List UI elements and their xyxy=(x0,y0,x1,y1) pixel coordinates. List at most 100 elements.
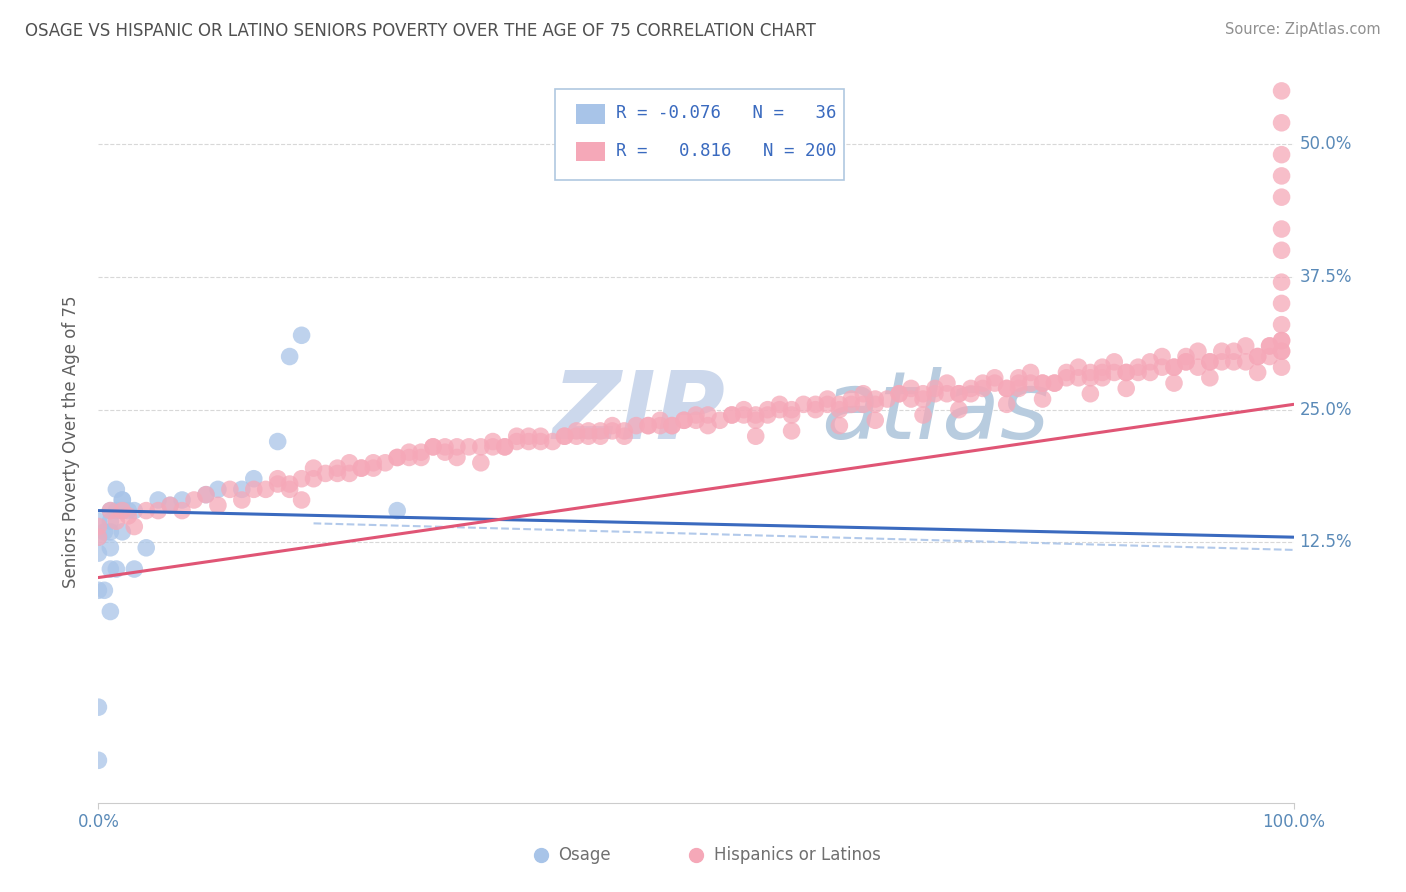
Point xyxy=(554,429,576,443)
Point xyxy=(1139,355,1161,369)
Point xyxy=(385,450,409,465)
Text: 12.5%: 12.5% xyxy=(1299,533,1353,551)
Point xyxy=(1115,366,1137,380)
Point xyxy=(745,408,768,422)
Point xyxy=(374,456,396,470)
Point xyxy=(434,440,457,454)
Point xyxy=(105,483,128,497)
Point xyxy=(1271,344,1294,359)
Point xyxy=(685,408,707,422)
Point xyxy=(363,461,385,475)
Point xyxy=(911,386,934,401)
Point xyxy=(481,434,505,449)
Point xyxy=(900,381,922,395)
Point xyxy=(1187,360,1209,375)
Point xyxy=(756,408,779,422)
Point xyxy=(111,493,134,508)
Point xyxy=(1056,371,1078,385)
Point xyxy=(398,450,420,465)
Point xyxy=(828,418,851,433)
Point xyxy=(972,376,994,390)
Point xyxy=(111,503,134,517)
Point xyxy=(1139,366,1161,380)
Point xyxy=(936,386,959,401)
Point xyxy=(780,402,803,417)
Point xyxy=(554,429,576,443)
Point xyxy=(326,467,349,481)
Point xyxy=(422,440,444,454)
Point xyxy=(1043,376,1066,390)
Point xyxy=(685,413,707,427)
Point xyxy=(768,397,790,411)
Point xyxy=(219,483,242,497)
Point xyxy=(267,434,290,449)
Point xyxy=(98,524,122,539)
Point xyxy=(291,493,314,508)
Point xyxy=(1199,355,1222,369)
Point xyxy=(685,745,707,759)
Point xyxy=(626,418,648,433)
Point xyxy=(648,413,672,427)
Point xyxy=(98,503,122,517)
Point xyxy=(172,503,194,517)
Point xyxy=(1080,371,1102,385)
Point xyxy=(267,477,290,491)
Point xyxy=(278,483,301,497)
Point xyxy=(984,376,1007,390)
Point xyxy=(815,392,838,406)
Point xyxy=(1032,376,1054,390)
Point xyxy=(948,386,970,401)
Point xyxy=(578,424,600,438)
Point xyxy=(506,429,529,443)
Point xyxy=(1271,296,1294,310)
Text: Osage: Osage xyxy=(558,846,612,863)
Point xyxy=(673,413,696,427)
Point xyxy=(984,371,1007,385)
Point xyxy=(1258,339,1281,353)
Point xyxy=(911,408,934,422)
Point xyxy=(602,418,624,433)
Point xyxy=(1271,222,1294,236)
Point xyxy=(339,467,361,481)
Point xyxy=(302,461,325,475)
Point xyxy=(865,397,887,411)
Point xyxy=(828,397,851,411)
Point xyxy=(804,402,827,417)
Point xyxy=(1032,376,1054,390)
Point xyxy=(876,392,898,406)
Point xyxy=(446,440,468,454)
Point xyxy=(87,530,110,544)
Point xyxy=(117,508,139,523)
Point xyxy=(470,440,492,454)
Point xyxy=(398,445,420,459)
Text: 50.0%: 50.0% xyxy=(1299,135,1353,153)
Point xyxy=(733,408,755,422)
Point xyxy=(960,381,983,395)
Point xyxy=(117,503,139,517)
Point xyxy=(1152,350,1174,364)
Text: ZIP: ZIP xyxy=(553,367,725,458)
Point xyxy=(1008,376,1031,390)
Point xyxy=(207,498,229,512)
Point xyxy=(1271,344,1294,359)
Point xyxy=(159,498,181,512)
Point xyxy=(1271,147,1294,161)
Point xyxy=(1187,344,1209,359)
Text: atlas: atlas xyxy=(821,368,1050,458)
Point xyxy=(972,381,994,395)
Point xyxy=(458,440,481,454)
Point xyxy=(1271,275,1294,289)
Point xyxy=(1152,360,1174,375)
Point xyxy=(1091,371,1114,385)
Point xyxy=(578,429,600,443)
Point xyxy=(135,503,157,517)
Point xyxy=(87,514,110,528)
Point xyxy=(446,450,468,465)
Text: 25.0%: 25.0% xyxy=(1299,401,1353,418)
Point xyxy=(1115,381,1137,395)
Point xyxy=(98,541,122,555)
Point xyxy=(1234,355,1257,369)
Point xyxy=(1271,318,1294,332)
Point xyxy=(768,402,790,417)
Point xyxy=(1163,360,1185,375)
